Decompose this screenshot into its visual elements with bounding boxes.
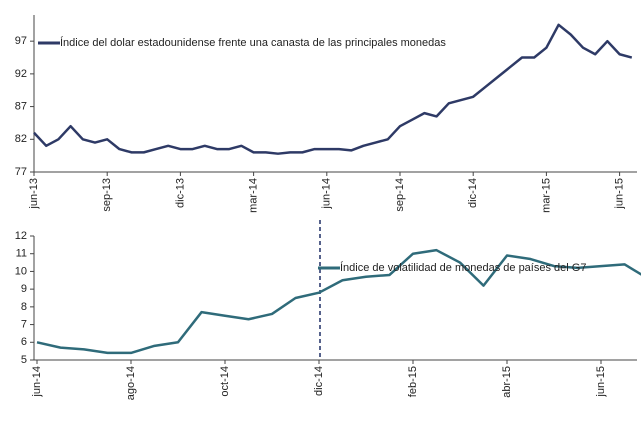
y-tick-label: 6 xyxy=(21,336,27,348)
x-tick-label: jun-15 xyxy=(595,366,607,398)
y-tick-label: 92 xyxy=(15,68,27,80)
x-tick-label: oct-14 xyxy=(219,366,231,397)
legend-label: Índice de volatilidad de monedas de país… xyxy=(340,261,586,274)
y-tick-label: 7 xyxy=(21,318,27,330)
x-tick-label: dic-13 xyxy=(174,178,186,208)
y-tick-label: 11 xyxy=(16,248,27,260)
x-tick-label: dic-14 xyxy=(467,178,479,208)
x-tick-label: sep-13 xyxy=(101,178,113,212)
x-tick-label: mar-15 xyxy=(540,178,552,213)
y-tick-label: 82 xyxy=(15,133,27,145)
x-tick-label: dic-14 xyxy=(313,366,325,396)
x-tick-label: jun-14 xyxy=(321,178,333,210)
series-line xyxy=(36,248,641,355)
series-line xyxy=(33,23,633,155)
x-tick-label: jun-14 xyxy=(31,366,43,398)
y-tick-label: 77 xyxy=(15,166,27,178)
y-tick-label: 10 xyxy=(15,265,27,277)
x-tick-label: jun-15 xyxy=(614,178,626,210)
x-tick-label: ago-14 xyxy=(125,366,137,400)
x-tick-label: feb-15 xyxy=(407,366,419,397)
legend-label: Índice del dolar estadounidense frente u… xyxy=(60,36,446,49)
y-tick-label: 87 xyxy=(15,100,27,112)
y-tick-label: 97 xyxy=(15,35,27,47)
x-tick-label: abr-15 xyxy=(501,366,513,398)
y-tick-label: 5 xyxy=(21,354,27,366)
y-tick-label: 9 xyxy=(21,283,27,295)
y-tick-label: 8 xyxy=(21,301,27,313)
y-tick-label: 12 xyxy=(15,230,27,242)
x-tick-label: mar-14 xyxy=(248,178,260,213)
x-tick-label: jun-13 xyxy=(28,178,40,210)
x-tick-label: sep-14 xyxy=(394,178,406,212)
